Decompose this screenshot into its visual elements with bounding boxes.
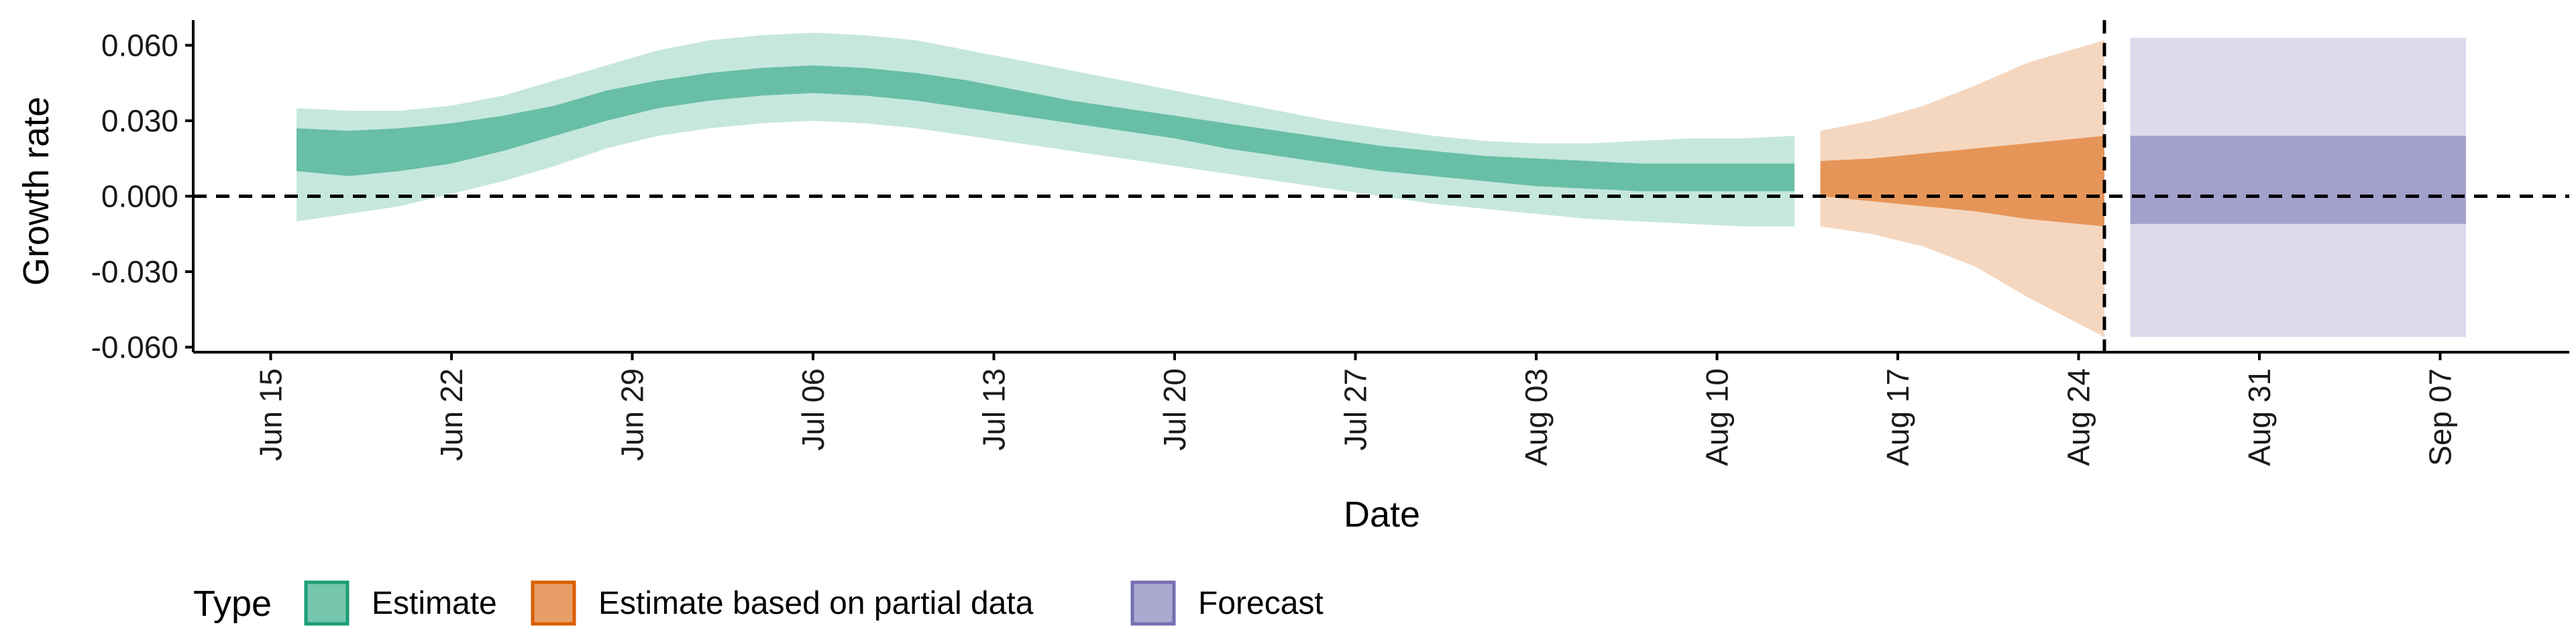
- x-tick-label: Aug 17: [1880, 368, 1915, 466]
- legend-label-estimate-based-on-partial-data: Estimate based on partial data: [598, 586, 1034, 621]
- x-tick-label: Sep 07: [2423, 368, 2458, 466]
- legend-title: Type: [193, 584, 272, 624]
- x-tick-label: Aug 31: [2242, 368, 2277, 466]
- legend-key-estimate: [304, 580, 350, 626]
- x-tick-label: Jul 06: [796, 368, 830, 451]
- y-axis-title: Growth rate: [16, 97, 56, 286]
- legend-key-estimate-based-on-partial-data: [531, 580, 576, 626]
- x-axis-title: Date: [1344, 494, 1420, 535]
- legend: Type Estimate Estimate based on partial d…: [193, 580, 1324, 626]
- x-tick-label: Jun 29: [615, 368, 650, 461]
- y-tick-label: -0.060: [91, 330, 178, 365]
- band-50-estimate: [297, 65, 1794, 191]
- y-tick-label: -0.030: [91, 254, 178, 289]
- x-tick-label: Jun 22: [434, 368, 469, 461]
- legend-key-forecast: [1130, 580, 1176, 626]
- x-tick-label: Jul 20: [1157, 368, 1192, 451]
- x-tick-label: Aug 10: [1700, 368, 1735, 466]
- y-tick-label: 0.030: [101, 103, 178, 138]
- x-tick-label: Aug 24: [2061, 368, 2096, 466]
- x-tick-label: Jul 27: [1338, 368, 1373, 451]
- y-axis-ticks: -0.060 -0.030 0.000 0.030 0.060: [91, 28, 193, 365]
- x-tick-label: Jun 15: [254, 368, 288, 461]
- band-50-estimate-based-on-partial-data: [1820, 136, 2104, 227]
- legend-label-estimate: Estimate: [372, 586, 497, 621]
- interval-bands: [297, 32, 2466, 337]
- x-tick-label: Jul 13: [977, 368, 1012, 451]
- y-tick-label: 0.000: [101, 179, 178, 214]
- legend-items: Estimate Estimate based on partial data Fo…: [304, 580, 1324, 626]
- x-tick-label: Aug 03: [1519, 368, 1554, 466]
- legend-label-forecast: Forecast: [1198, 586, 1324, 621]
- band-50-forecast: [2130, 136, 2466, 224]
- y-tick-label: 0.060: [101, 28, 178, 63]
- x-axis-ticks: Jun 15 Jun 22 Jun 29 Jul 06 Jul 13 Jul 20 Jul …: [254, 352, 2458, 466]
